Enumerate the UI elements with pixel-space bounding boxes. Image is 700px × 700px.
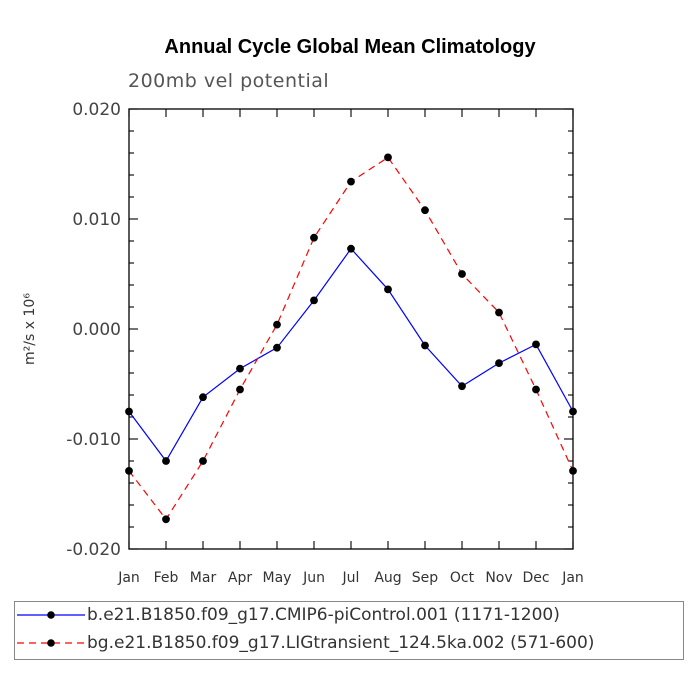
x-tick-label: Jan bbox=[561, 570, 584, 586]
x-tick-label: Apr bbox=[228, 570, 252, 586]
x-tick-label: Dec bbox=[522, 570, 549, 586]
series-1-point bbox=[162, 457, 170, 465]
series-line-1 bbox=[128, 247, 574, 463]
axis-ticks bbox=[128, 108, 574, 550]
y-tick-label: 0.020 bbox=[72, 100, 121, 120]
legend-swatch-1 bbox=[17, 611, 85, 619]
legend: b.e21.B1850.f09_g17.CMIP6-piControl.001 … bbox=[14, 601, 684, 660]
x-tick-label: Sep bbox=[412, 570, 439, 586]
series-2-point bbox=[532, 385, 540, 394]
series-2-point bbox=[347, 177, 355, 186]
series-1-point bbox=[273, 343, 281, 352]
series-2-point bbox=[162, 515, 170, 524]
series-1-point bbox=[384, 285, 392, 294]
series-1-point bbox=[199, 393, 207, 402]
legend-label-2: bg.e21.B1850.f09_g17.LIGtransient_124.5k… bbox=[87, 633, 595, 653]
x-tick-label: Nov bbox=[485, 570, 512, 586]
y-tick-label: 0.010 bbox=[72, 210, 121, 230]
series-1-point bbox=[532, 340, 540, 349]
series-2-point bbox=[458, 270, 466, 278]
series-2-point bbox=[125, 467, 133, 475]
series-2-point bbox=[273, 320, 281, 329]
x-tick-label: Jul bbox=[342, 570, 360, 586]
series-1-point bbox=[569, 407, 577, 416]
series-1-point bbox=[458, 382, 466, 391]
x-tick-label: Aug bbox=[374, 570, 401, 586]
x-tick-label: May bbox=[263, 570, 292, 586]
y-tick-label: 0.000 bbox=[72, 320, 121, 340]
series-1-point bbox=[421, 341, 429, 350]
y-tick-label: -0.010 bbox=[66, 430, 121, 450]
series-2-point bbox=[236, 385, 244, 394]
series-group bbox=[125, 153, 577, 524]
series-1-point bbox=[495, 359, 503, 367]
x-tick-label: Mar bbox=[190, 570, 217, 586]
series-1-point bbox=[125, 407, 133, 416]
series-1-point bbox=[310, 296, 318, 305]
x-tick-labels: Jan Feb Mar Apr May Jun Jul Aug Sep Oct Nov Dec Jan bbox=[117, 570, 584, 586]
y-tick-labels: 0.020 0.010 0.000 -0.010 -0.020 bbox=[66, 100, 121, 560]
legend-entry-1: b.e21.B1850.f09_g17.CMIP6-piControl.001 … bbox=[15, 603, 560, 627]
series-2-point bbox=[384, 153, 392, 162]
legend-label-1: b.e21.B1850.f09_g17.CMIP6-piControl.001 … bbox=[87, 605, 560, 625]
y-axis-label: m²/s x 10⁶ bbox=[22, 293, 38, 365]
series-2-point bbox=[310, 233, 318, 242]
series-1-point bbox=[236, 364, 244, 373]
series-2-point bbox=[421, 206, 429, 215]
x-tick-label: Feb bbox=[154, 570, 179, 586]
series-2-point bbox=[199, 457, 207, 465]
y-tick-label: -0.020 bbox=[66, 540, 121, 560]
x-tick-label: Oct bbox=[450, 570, 475, 586]
series-2-point bbox=[495, 308, 503, 317]
series-2-point bbox=[569, 467, 577, 475]
legend-entry-2: bg.e21.B1850.f09_g17.LIGtransient_124.5k… bbox=[15, 631, 594, 655]
chart-subtitle: 200mb vel potential bbox=[128, 70, 330, 92]
series-line-2 bbox=[128, 156, 574, 521]
series-1-point bbox=[347, 244, 355, 253]
x-tick-label: Jan bbox=[117, 570, 140, 586]
x-tick-label: Jun bbox=[302, 570, 325, 586]
legend-swatch-2 bbox=[17, 639, 85, 647]
chart-title: Annual Cycle Global Mean Climatology bbox=[164, 36, 536, 58]
